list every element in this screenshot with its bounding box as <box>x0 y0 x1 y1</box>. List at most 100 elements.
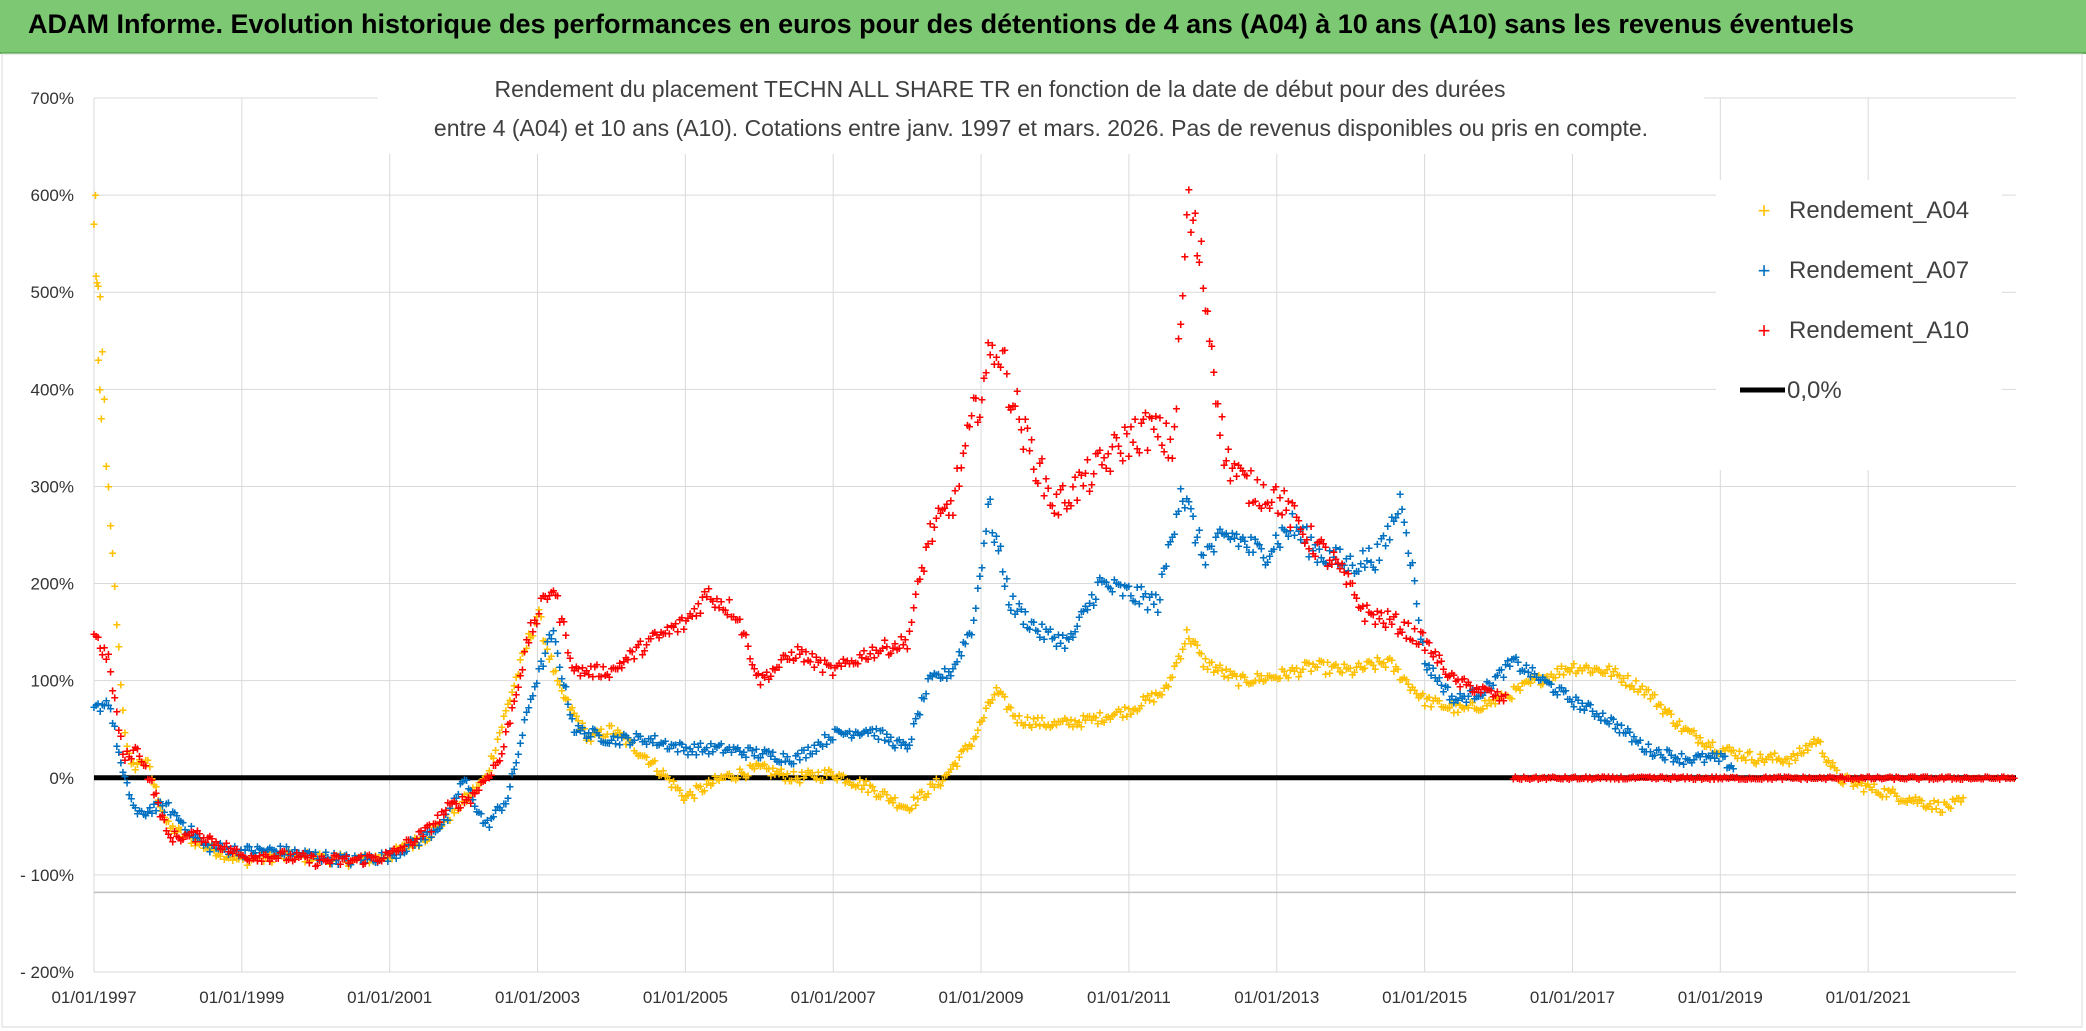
point-a04: + <box>1098 713 1106 729</box>
point-a10: + <box>843 653 851 669</box>
point-a10: + <box>914 573 922 589</box>
point-a10: + <box>763 664 771 680</box>
point-a10: + <box>423 818 431 834</box>
point-a04: + <box>1293 660 1301 676</box>
point-a10: + <box>229 845 237 861</box>
point-a10: + <box>1315 533 1323 549</box>
point-a10: + <box>388 842 396 858</box>
point-a07: + <box>1709 745 1717 761</box>
point-a04: + <box>1864 776 1872 792</box>
point-a04: + <box>972 729 980 745</box>
point-a10: + <box>1086 483 1094 499</box>
point-a07: + <box>135 802 143 818</box>
point-a07: + <box>603 735 611 751</box>
point-a07: + <box>1226 531 1234 547</box>
point-a04: + <box>320 847 328 863</box>
point-a10: + <box>667 618 675 634</box>
point-a04: + <box>1052 717 1060 733</box>
point-a04: + <box>1566 664 1574 680</box>
point-a10: + <box>984 334 992 350</box>
point-a07: + <box>1516 663 1524 679</box>
point-a07: + <box>742 749 750 765</box>
point-a04: + <box>359 849 367 865</box>
point-a04: + <box>481 768 489 784</box>
point-a10: + <box>1940 771 1948 787</box>
point-a04: + <box>883 786 891 802</box>
point-a07: + <box>1249 544 1257 560</box>
point-a10: + <box>1177 316 1185 332</box>
point-a04: + <box>1108 708 1116 724</box>
point-a04: + <box>541 633 549 649</box>
point-a10: + <box>189 824 197 840</box>
point-a10: + <box>142 758 150 774</box>
point-a04: + <box>440 813 448 829</box>
point-a10: + <box>1226 472 1234 488</box>
point-a10: + <box>701 583 709 599</box>
point-a04: + <box>1524 674 1532 690</box>
point-a07: + <box>1460 688 1468 704</box>
point-a10: + <box>1183 207 1191 223</box>
point-a10: + <box>1081 465 1089 481</box>
point-a10: + <box>2000 769 2008 785</box>
point-a10: + <box>1361 613 1369 629</box>
point-a07: + <box>1319 554 1327 570</box>
point-a07: + <box>1028 614 1036 630</box>
point-a04: + <box>483 768 491 784</box>
point-a04: + <box>293 846 301 862</box>
point-a10: + <box>1900 771 1908 787</box>
point-a04: + <box>1357 659 1365 675</box>
point-a04: + <box>237 848 245 864</box>
point-a10: + <box>425 817 433 833</box>
point-a07: + <box>1675 755 1683 771</box>
point-a10: + <box>1642 769 1650 785</box>
point-a10: + <box>1235 457 1243 473</box>
point-a10: + <box>1646 768 1654 784</box>
point-a07: + <box>1342 550 1350 566</box>
point-a04: + <box>1365 653 1373 669</box>
point-a07: + <box>970 612 978 628</box>
point-a10: + <box>1673 770 1681 786</box>
point-a04: + <box>446 812 454 828</box>
point-a04: + <box>968 738 976 754</box>
point-a07: + <box>816 736 824 752</box>
point-a07: + <box>1425 657 1433 673</box>
point-a10: + <box>1421 642 1429 658</box>
x-tick-label: 01/01/2011 <box>1087 988 1171 1007</box>
point-a10: + <box>1532 768 1540 784</box>
point-a10: + <box>200 830 208 846</box>
point-a07: + <box>876 723 884 739</box>
point-a10: + <box>1220 457 1228 473</box>
point-a10: + <box>1559 771 1567 787</box>
point-a10: + <box>740 625 748 641</box>
point-a07: + <box>845 723 853 739</box>
point-a04: + <box>1657 697 1665 713</box>
point-a04: + <box>740 766 748 782</box>
point-a07: + <box>1661 751 1669 767</box>
point-a10: + <box>1683 768 1691 784</box>
point-a07: + <box>709 744 717 760</box>
point-a04: + <box>529 628 537 644</box>
point-a07: + <box>1634 734 1642 750</box>
point-a10: + <box>111 690 119 706</box>
point-a07: + <box>117 754 125 770</box>
point-a10: + <box>1164 450 1172 466</box>
point-a07: + <box>1183 490 1191 506</box>
point-a07: + <box>1398 501 1406 517</box>
point-a10: + <box>1460 671 1468 687</box>
point-a04: + <box>781 772 789 788</box>
point-a10: + <box>1679 769 1687 785</box>
point-a07: + <box>318 853 326 869</box>
point-a10: + <box>311 858 319 874</box>
point-a07: + <box>146 799 154 815</box>
point-a07: + <box>1725 759 1733 775</box>
point-a04: + <box>943 766 951 782</box>
point-a10: + <box>692 608 700 624</box>
point-a07: + <box>371 854 379 870</box>
point-a10: + <box>1685 770 1693 786</box>
point-a07: + <box>1564 691 1572 707</box>
point-a07: + <box>1334 556 1342 572</box>
point-a10: + <box>1464 674 1472 690</box>
point-a04: + <box>345 858 353 874</box>
point-a07: + <box>1131 593 1139 609</box>
point-a07: + <box>1497 662 1505 678</box>
